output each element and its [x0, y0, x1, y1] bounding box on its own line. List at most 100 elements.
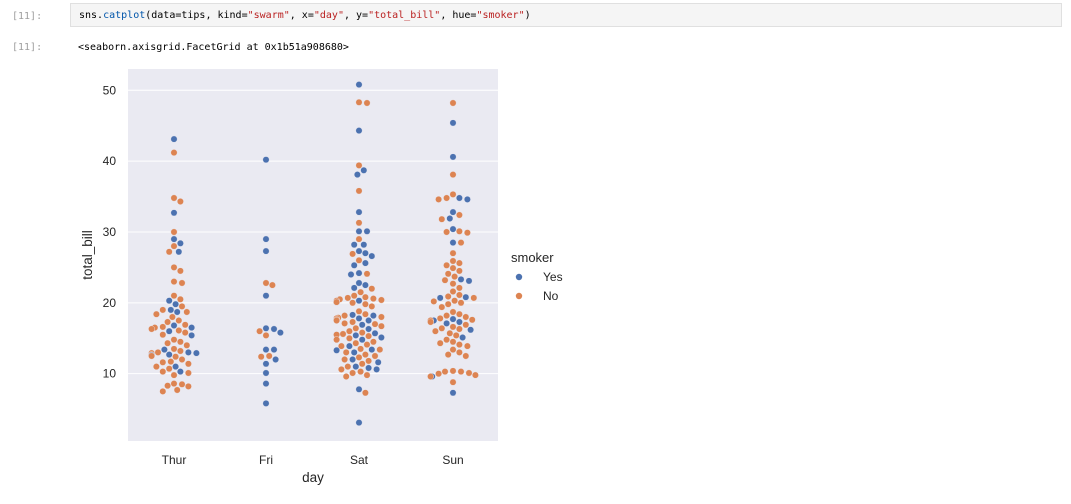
- data-point-yes: [172, 300, 180, 308]
- data-point-no: [170, 149, 178, 157]
- data-point-no: [358, 329, 366, 336]
- data-point-no: [438, 324, 446, 332]
- data-point-yes: [455, 194, 463, 202]
- data-point-no: [341, 319, 348, 327]
- data-point-no: [455, 310, 463, 318]
- code-token: "smoker": [476, 10, 525, 21]
- data-point-yes: [355, 247, 363, 255]
- data-point-yes: [355, 419, 363, 426]
- data-point-no: [349, 318, 356, 326]
- data-point-yes: [449, 389, 457, 397]
- data-point-no: [449, 171, 457, 179]
- data-point-no: [167, 358, 175, 365]
- data-point-no: [355, 161, 363, 169]
- data-point-yes: [350, 261, 358, 269]
- data-point-yes: [165, 297, 173, 305]
- data-point-no: [342, 348, 350, 356]
- data-point-no: [371, 352, 379, 360]
- data-point-no: [152, 363, 160, 370]
- data-point-no: [368, 285, 376, 293]
- data-point-no: [164, 339, 172, 347]
- data-point-yes: [173, 308, 181, 316]
- data-point-no: [344, 363, 352, 370]
- data-point-no: [181, 329, 189, 336]
- data-point-no: [449, 264, 457, 272]
- data-point-yes: [368, 252, 376, 260]
- data-point-no: [430, 297, 438, 305]
- data-point-no: [365, 332, 372, 340]
- data-point-yes: [347, 271, 355, 278]
- data-point-no: [349, 369, 356, 377]
- data-point-no: [363, 341, 371, 348]
- data-point-no: [337, 342, 345, 350]
- data-point-no: [451, 273, 458, 280]
- data-point-no: [152, 310, 160, 318]
- y-tick-label: 40: [103, 154, 117, 168]
- data-point-no: [165, 365, 173, 373]
- data-point-no: [159, 368, 167, 375]
- data-point-yes: [192, 349, 200, 357]
- data-point-no: [377, 296, 385, 304]
- data-point-yes: [355, 227, 363, 235]
- data-point-no: [377, 313, 385, 321]
- data-point-no: [471, 371, 479, 379]
- data-point-no: [256, 327, 263, 335]
- data-point-no: [449, 308, 457, 316]
- data-point-yes: [270, 325, 278, 333]
- data-point-no: [427, 318, 434, 326]
- data-point-no: [435, 370, 442, 378]
- data-point-yes: [262, 380, 270, 387]
- data-point-yes: [360, 241, 368, 249]
- data-point-no: [165, 248, 173, 256]
- data-point-no: [350, 292, 358, 300]
- data-point-yes: [355, 314, 363, 322]
- data-point-no: [449, 280, 457, 288]
- data-point-no: [452, 331, 460, 339]
- data-point-yes: [365, 364, 372, 372]
- data-point-no: [365, 357, 372, 365]
- data-point-yes: [350, 284, 358, 292]
- y-tick-labels: 10 20 30 40 50: [103, 83, 117, 380]
- data-point-no: [455, 348, 463, 356]
- data-point-no: [342, 373, 350, 380]
- data-point-yes: [262, 292, 270, 300]
- y-tick-label: 50: [103, 83, 117, 97]
- data-point-yes: [353, 171, 361, 179]
- code-cell[interactable]: sns.catplot(data=tips, kind="swarm", x="…: [70, 3, 1062, 27]
- data-point-no: [444, 351, 452, 358]
- data-point-yes: [365, 325, 372, 333]
- data-point-no: [455, 267, 463, 275]
- data-point-no: [457, 299, 465, 307]
- data-point-no: [262, 331, 270, 339]
- data-point-yes: [355, 269, 363, 277]
- input-prompt: [11]:: [12, 11, 43, 22]
- data-point-no: [357, 368, 364, 375]
- data-point-no: [339, 330, 347, 338]
- data-point-yes: [355, 279, 363, 287]
- data-point-no: [449, 338, 457, 346]
- data-point-no: [455, 284, 463, 292]
- data-point-no: [181, 321, 189, 329]
- data-point-yes: [165, 351, 173, 358]
- data-point-no: [455, 325, 463, 333]
- data-point-yes: [262, 369, 270, 377]
- data-point-no: [257, 353, 265, 361]
- data-point-yes: [465, 277, 473, 285]
- x-tick-label: Fri: [259, 453, 273, 467]
- data-point-yes: [361, 281, 369, 289]
- data-point-no: [449, 346, 457, 353]
- data-point-no: [333, 317, 340, 324]
- code-line[interactable]: sns.catplot(data=tips, kind="swarm", x="…: [79, 10, 531, 21]
- data-point-no: [184, 369, 192, 377]
- data-point-no: [443, 336, 450, 344]
- data-point-yes: [368, 346, 376, 353]
- data-point-no: [443, 261, 450, 269]
- code-token: "total_bill": [368, 10, 441, 21]
- data-point-no: [443, 312, 450, 319]
- data-point-no: [436, 339, 444, 347]
- data-point-no: [455, 259, 463, 267]
- data-point-no: [352, 339, 360, 347]
- data-point-yes: [262, 247, 270, 255]
- data-point-yes: [165, 327, 173, 335]
- data-point-no: [443, 194, 450, 202]
